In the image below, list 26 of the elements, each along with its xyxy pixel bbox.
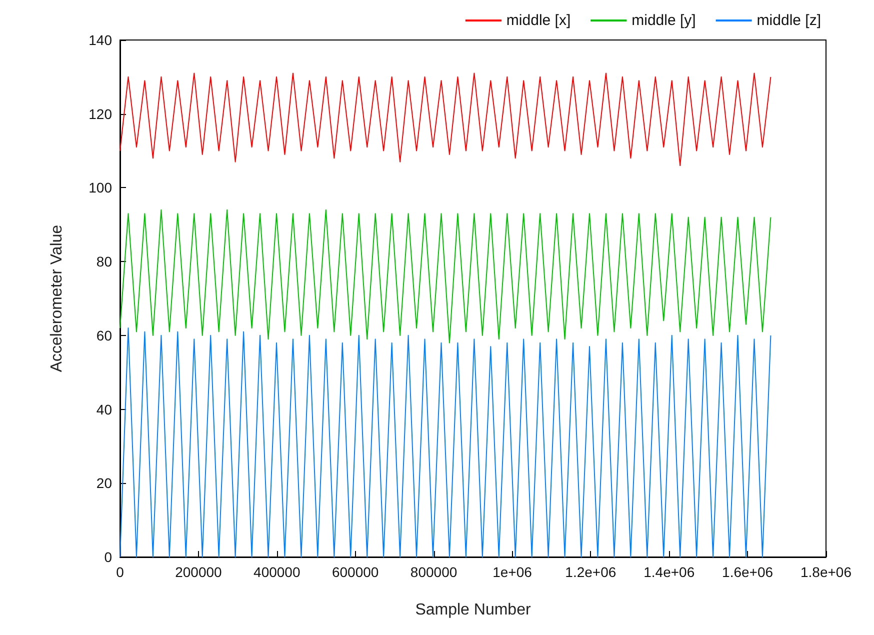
x-tick-label: 1.6e+06 [722, 564, 774, 580]
y-tick-label: 120 [88, 106, 112, 122]
line-series [120, 328, 772, 558]
x-tick-label: 1.2e+06 [565, 564, 616, 580]
y-tick-label: 60 [96, 327, 112, 344]
y-tick-label: 20 [96, 475, 112, 492]
y-axis-title: Accelerometer Value [48, 224, 66, 372]
x-tick-label: 1e+06 [492, 564, 532, 580]
line-series [120, 209, 772, 344]
x-tick-label: 800000 [410, 564, 458, 580]
x-axis-title: Sample Number [415, 602, 532, 618]
y-tick-label: 40 [96, 401, 112, 418]
legend-label: middle [y] [632, 12, 696, 29]
y-tick-label: 100 [88, 180, 112, 196]
y-tick-label: 0 [104, 549, 112, 565]
legend-label: middle [x] [506, 12, 571, 29]
x-tick-label: 200000 [175, 564, 222, 580]
x-tick-label: 1.8e+06 [800, 564, 852, 580]
x-tick-label: 0 [116, 564, 124, 580]
line-series [120, 72, 772, 166]
x-tick-label: 400000 [254, 564, 300, 580]
y-tick-label: 80 [96, 254, 112, 270]
legend-label: middle [z] [756, 12, 822, 29]
x-tick-label: 1.4e+06 [644, 564, 695, 580]
x-tick-label: 600000 [332, 564, 379, 580]
y-tick-label: 140 [88, 32, 112, 48]
